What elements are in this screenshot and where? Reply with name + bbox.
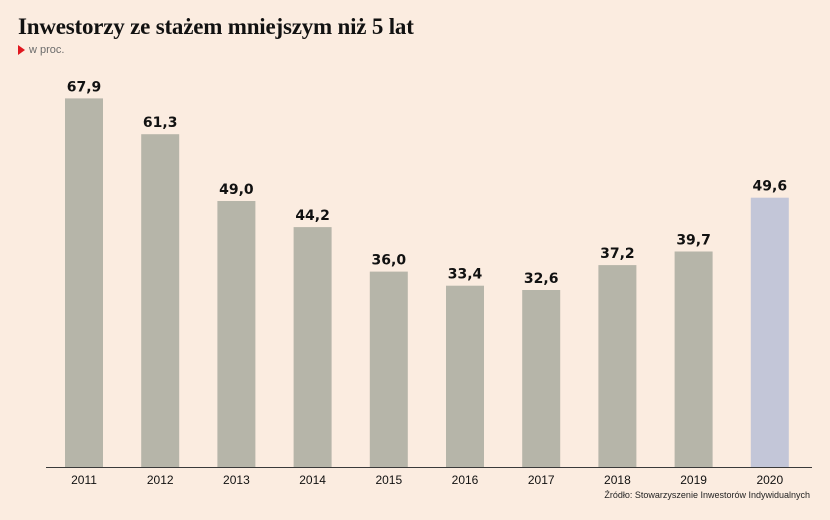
value-label-2018: 37,2 xyxy=(600,246,635,262)
x-tick-label-2012: 2012 xyxy=(147,473,174,487)
bar-2015 xyxy=(369,271,408,467)
bar-2019 xyxy=(674,251,713,467)
bar-2014 xyxy=(293,227,332,467)
bar-2018 xyxy=(598,265,637,467)
bar-2017 xyxy=(522,290,561,467)
red-triangle-icon xyxy=(18,45,25,55)
bar-2012 xyxy=(141,134,180,467)
x-tick-label-2015: 2015 xyxy=(375,473,402,487)
source-note: Źródło: Stowarzyszenie Inwestorów Indywi… xyxy=(604,490,810,500)
bar-2020 xyxy=(750,197,789,467)
bar-2011 xyxy=(65,98,103,468)
x-tick-label-2013: 2013 xyxy=(223,473,250,487)
value-label-2015: 36,0 xyxy=(372,253,407,269)
value-label-2013: 49,0 xyxy=(219,182,254,198)
subtitle-row: w proc. xyxy=(18,42,64,58)
bar-2016 xyxy=(446,285,484,467)
value-label-2012: 61,3 xyxy=(143,115,178,131)
x-tick-label-2016: 2016 xyxy=(452,473,479,487)
value-label-2016: 33,4 xyxy=(448,267,483,283)
bar-2013 xyxy=(217,201,256,467)
x-tick-label-2017: 2017 xyxy=(528,473,555,487)
chart-title: Inwestorzy ze stażem mniejszym niż 5 lat xyxy=(18,14,414,39)
x-tick-label-2020: 2020 xyxy=(756,473,783,487)
value-label-2017: 32,6 xyxy=(524,271,559,287)
x-tick-label-2011: 2011 xyxy=(71,473,97,487)
value-label-2020: 49,6 xyxy=(753,179,788,195)
chart-subtitle: w proc. xyxy=(29,44,65,56)
value-label-2014: 44,2 xyxy=(295,208,330,224)
value-label-2011: 67,9 xyxy=(67,79,102,95)
value-label-2019: 39,7 xyxy=(676,233,711,249)
x-tick-label-2018: 2018 xyxy=(604,473,631,487)
x-tick-label-2019: 2019 xyxy=(680,473,707,487)
x-tick-label-2014: 2014 xyxy=(299,473,326,487)
